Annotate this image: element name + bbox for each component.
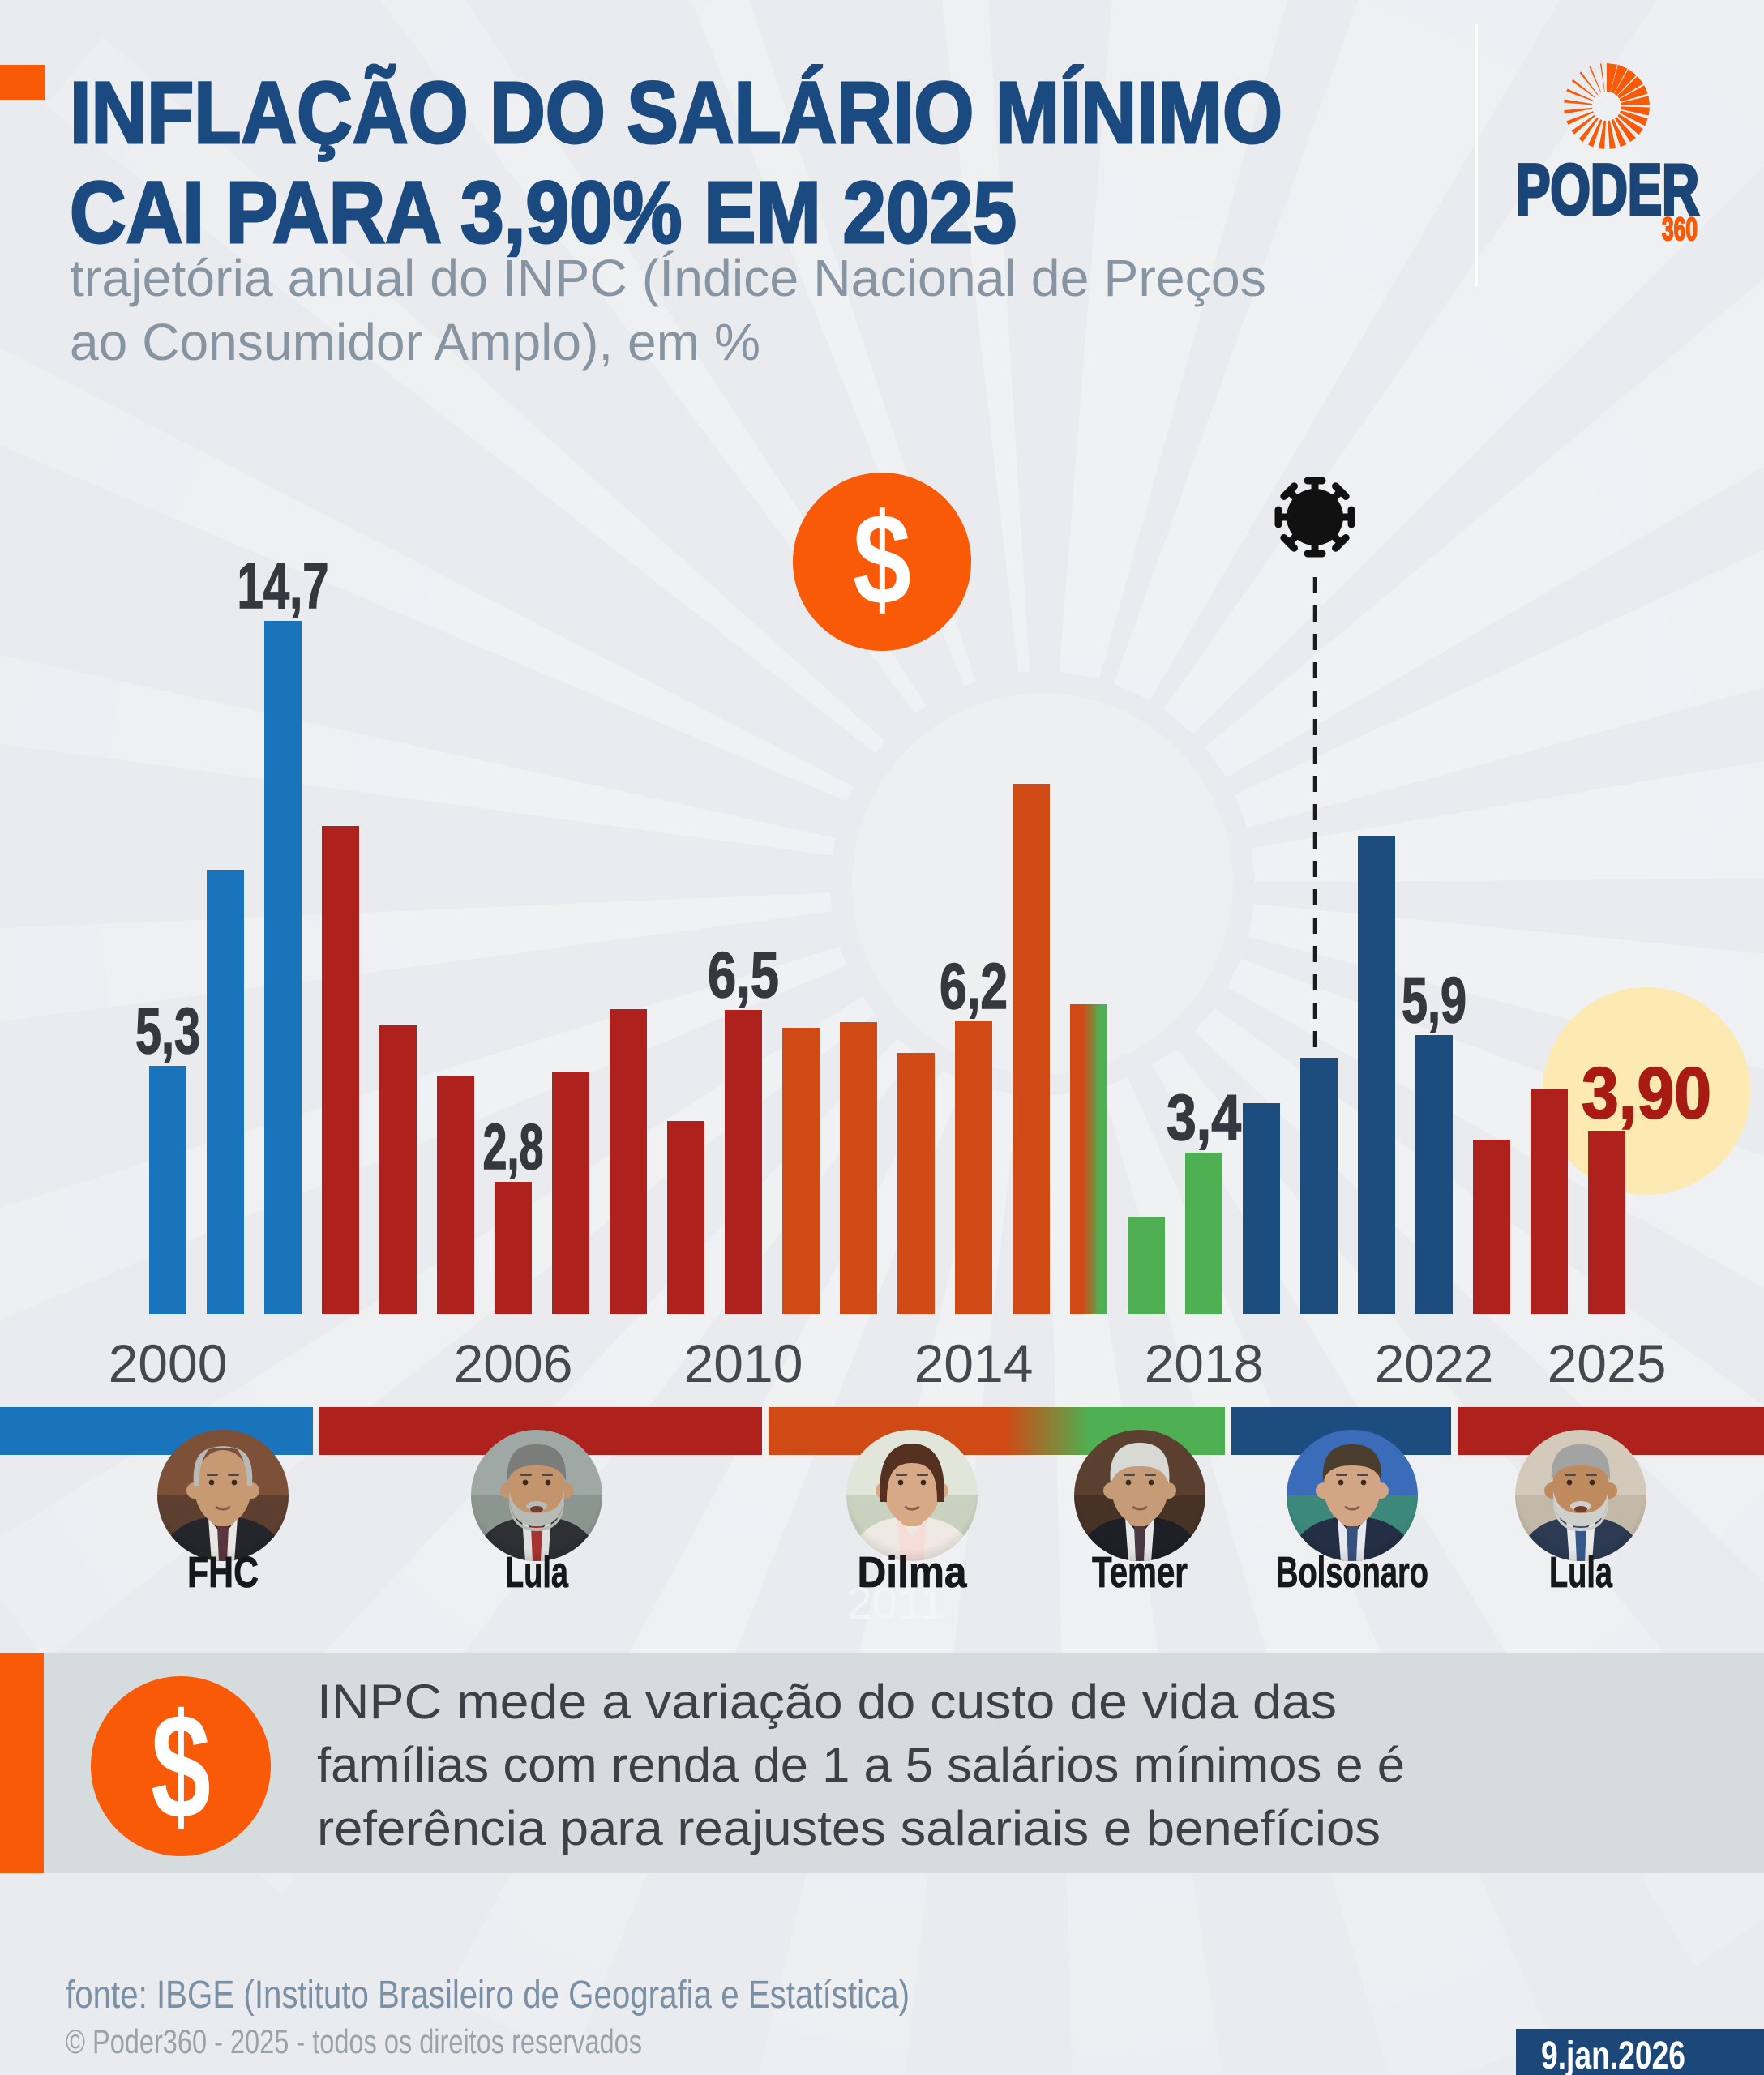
svg-text:5,9: 5,9	[1402, 964, 1466, 1036]
svg-text:© Poder360 - 2025 - todos os d: © Poder360 - 2025 - todos os direitos re…	[66, 2022, 642, 2060]
svg-text:CAI PARA 3,90% EM 2025: CAI PARA 3,90% EM 2025	[70, 163, 1017, 261]
svg-text:PODER: PODER	[1516, 149, 1699, 229]
svg-text:5,3: 5,3	[135, 995, 200, 1067]
svg-text:2025: 2025	[1548, 1333, 1667, 1393]
svg-text:3,4: 3,4	[1167, 1081, 1241, 1153]
svg-text:2011: 2011	[847, 1577, 944, 1628]
svg-text:Lula: Lula	[1549, 1548, 1613, 1597]
svg-text:6,5: 6,5	[708, 939, 779, 1011]
svg-text:Lula: Lula	[505, 1548, 569, 1597]
svg-text:referência para reajustes sala: referência para reajustes salariais e be…	[317, 1801, 1381, 1855]
svg-text:FHC: FHC	[187, 1548, 259, 1597]
svg-text:trajetória anual do INPC (Índi: trajetória anual do INPC (Índice Naciona…	[70, 249, 1266, 307]
svg-text:2006: 2006	[454, 1333, 573, 1393]
svg-text:360: 360	[1662, 212, 1698, 247]
svg-text:14,7: 14,7	[238, 550, 329, 622]
svg-text:INFLAÇÃO DO SALÁRIO MÍNIMO: INFLAÇÃO DO SALÁRIO MÍNIMO	[70, 63, 1282, 161]
svg-text:ao Consumidor Amplo), em %: ao Consumidor Amplo), em %	[70, 313, 760, 371]
svg-text:Bolsonaro: Bolsonaro	[1276, 1548, 1428, 1597]
svg-text:fonte: IBGE (Instituto Brasile: fonte: IBGE (Instituto Brasileiro de Geo…	[66, 1974, 910, 2017]
svg-text:$: $	[853, 486, 911, 631]
svg-text:Temer: Temer	[1092, 1548, 1188, 1597]
svg-text:2010: 2010	[684, 1333, 803, 1393]
svg-text:famílias com renda de 1 a 5 sa: famílias com renda de 1 a 5 salários mín…	[317, 1738, 1405, 1792]
svg-text:6,2: 6,2	[940, 950, 1008, 1022]
svg-text:2,8: 2,8	[483, 1110, 544, 1183]
svg-text:2014: 2014	[914, 1333, 1034, 1393]
svg-text:INPC mede a variação do custo: INPC mede a variação do custo de vida da…	[317, 1675, 1337, 1729]
svg-text:$: $	[151, 1684, 211, 1850]
svg-text:9.jan.2026: 9.jan.2026	[1541, 2034, 1685, 2075]
svg-text:2000: 2000	[109, 1333, 228, 1393]
svg-text:Dilma: Dilma	[858, 1548, 968, 1597]
svg-text:2022: 2022	[1375, 1333, 1494, 1393]
svg-text:2018: 2018	[1145, 1333, 1264, 1393]
svg-text:3,90: 3,90	[1582, 1052, 1711, 1133]
